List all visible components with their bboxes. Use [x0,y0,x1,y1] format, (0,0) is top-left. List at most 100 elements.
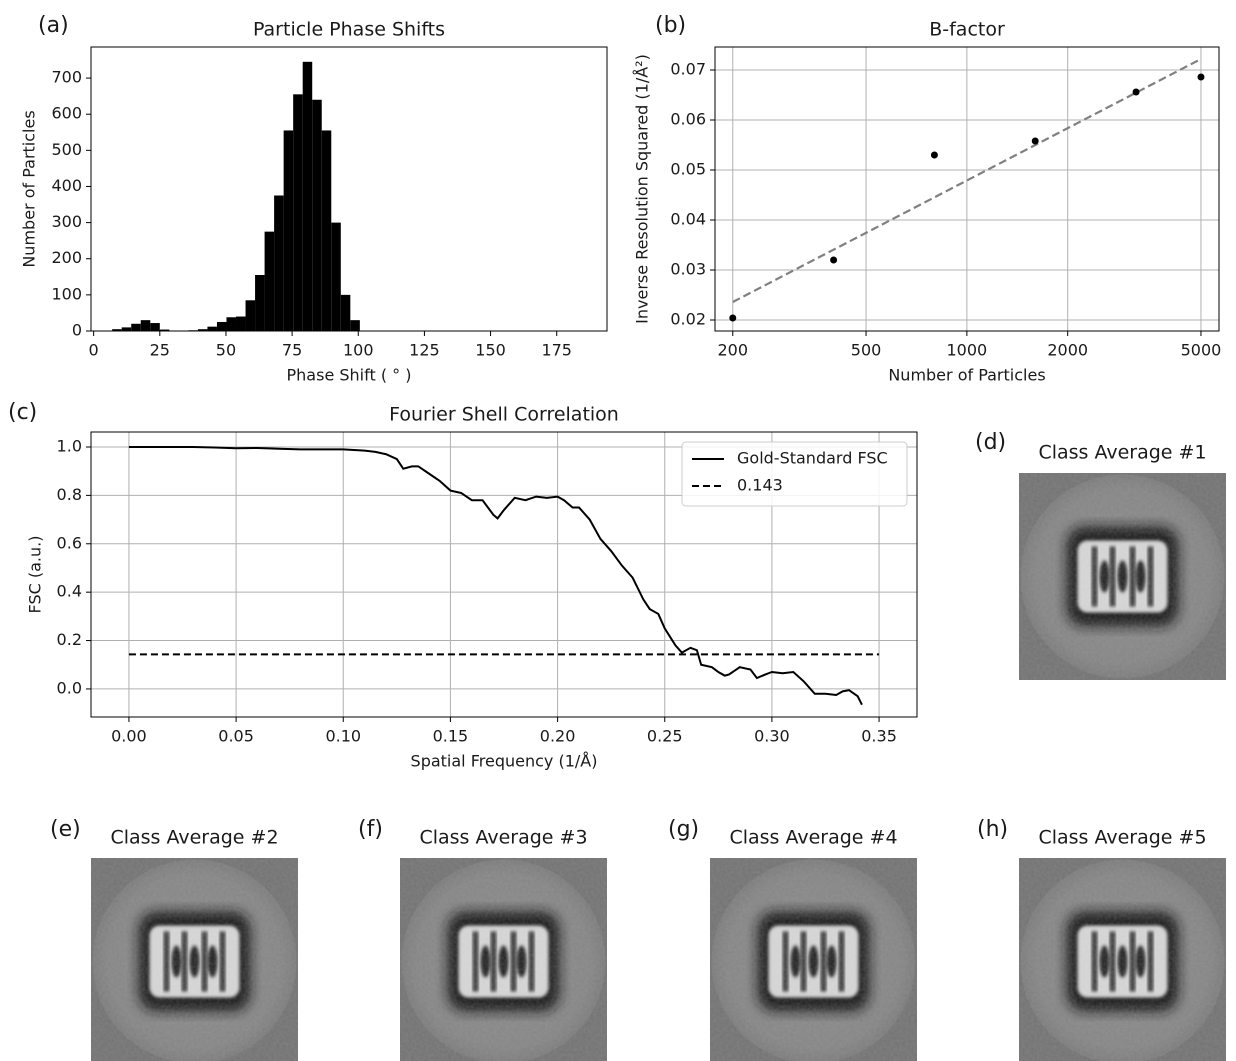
bar [226,317,237,331]
axes-frame [90,46,608,332]
y-tick-label: 500 [51,140,82,159]
x-tick-label: 0.00 [111,727,147,746]
chart-title: Particle Phase Shifts [253,19,445,41]
panel-label: (h) [977,817,1008,842]
legend-label: Gold-Standard FSC [737,449,888,468]
class-image [91,858,298,1061]
panel-label: (e) [50,817,81,842]
y-tick-label: 0.06 [670,110,706,129]
panel-label: (f) [358,817,383,842]
x-axis-title: Number of Particles [888,366,1045,385]
x-tick-label: 0.05 [218,727,254,746]
x-tick-label: 175 [541,341,572,360]
chart-title: Fourier Shell Correlation [389,404,619,426]
bar [131,323,141,331]
class-title: Class Average #4 [729,827,897,849]
axes-frame [714,46,1220,332]
x-axis-title: Phase Shift ( ° ) [287,366,412,385]
panel-label: (d) [975,430,1006,455]
bar [216,321,227,331]
bar [312,99,322,332]
x-axis-title: Spatial Frequency (1/Å) [411,752,598,771]
bar [159,329,170,331]
bar [264,231,275,331]
class-average: (f) Class Average #3 [358,817,607,1061]
bar [255,274,265,331]
y-tick-label: 700 [51,68,82,87]
x-tick-label: 500 [851,341,882,360]
fit-line [732,58,1202,303]
y-tick-label: 0.05 [670,160,706,179]
panel: (b) B-factor Number of Particles Inverse Re… [633,13,1222,385]
bar [140,320,151,331]
class-title: Class Average #2 [110,827,278,849]
bar [340,294,351,331]
bar [236,316,246,331]
y-tick-label: 400 [51,176,82,195]
x-tick-label: 0.20 [540,727,576,746]
class-average: (g) Class Average #4 [668,817,917,1061]
class-average: (h) Class Average #5 [977,817,1226,1061]
class-average: (d) Class Average #1 [975,430,1226,680]
x-tick-label: 25 [150,341,170,360]
bar [112,329,122,331]
class-image [1019,858,1226,1061]
bar [245,300,256,331]
x-tick-label: 1000 [947,341,988,360]
y-axis-title: Inverse Resolution Squared (1/Å²) [633,54,652,324]
x-tick-label: 5000 [1181,341,1222,360]
class-image [710,858,917,1061]
point [729,314,737,322]
x-tick-label: 150 [475,341,506,360]
class-image [1019,473,1226,680]
y-tick-label: 0.03 [670,260,706,279]
y-tick-label: 0.04 [670,210,706,229]
bar [121,327,132,331]
bar [293,94,303,331]
legend-label: 0.143 [737,476,783,495]
x-tick-label: 100 [343,341,374,360]
y-tick-label: 0.8 [57,485,82,504]
x-tick-label: 50 [216,341,236,360]
panel: (c) Fourier Shell Correlation Spatial Freq… [8,400,918,771]
panel-label: (g) [668,817,699,842]
y-tick-label: 0.2 [57,630,82,649]
bar [207,326,217,331]
y-tick-label: 100 [51,284,82,303]
x-tick-label: 0.10 [325,727,361,746]
y-tick-label: 0.4 [57,582,82,601]
series-line [128,446,863,706]
y-tick-label: 0.0 [57,678,82,697]
bar [197,329,208,331]
chart-title: B-factor [929,19,1005,41]
point [1132,88,1140,96]
bar [302,61,313,332]
x-tick-label: 0 [89,341,99,360]
legend-box [681,441,908,507]
y-tick-label: 200 [51,248,82,267]
y-axis-title: Number of Particles [20,110,39,267]
image-noise [710,858,917,1061]
x-tick-label: 0.35 [861,727,897,746]
image-noise [91,858,298,1061]
y-tick-label: 600 [51,104,82,123]
bar [150,323,160,331]
class-title: Class Average #3 [419,827,587,849]
bar [283,130,294,331]
x-tick-label: 0.15 [433,727,469,746]
axes-frame [90,431,918,718]
bar [321,130,332,331]
y-tick-label: 1.0 [57,437,82,456]
x-tick-label: 125 [409,341,440,360]
x-tick-label: 75 [282,341,302,360]
y-tick-label: 0.6 [57,533,82,552]
point [930,151,938,159]
y-tick-label: 0 [72,321,82,340]
x-tick-label: 2000 [1047,341,1088,360]
class-average: (e) Class Average #2 [50,817,298,1061]
y-tick-label: 0.02 [670,310,706,329]
x-tick-label: 0.30 [754,727,790,746]
class-title: Class Average #1 [1038,442,1206,464]
point [1197,73,1205,81]
panel-label: (c) [8,400,37,425]
